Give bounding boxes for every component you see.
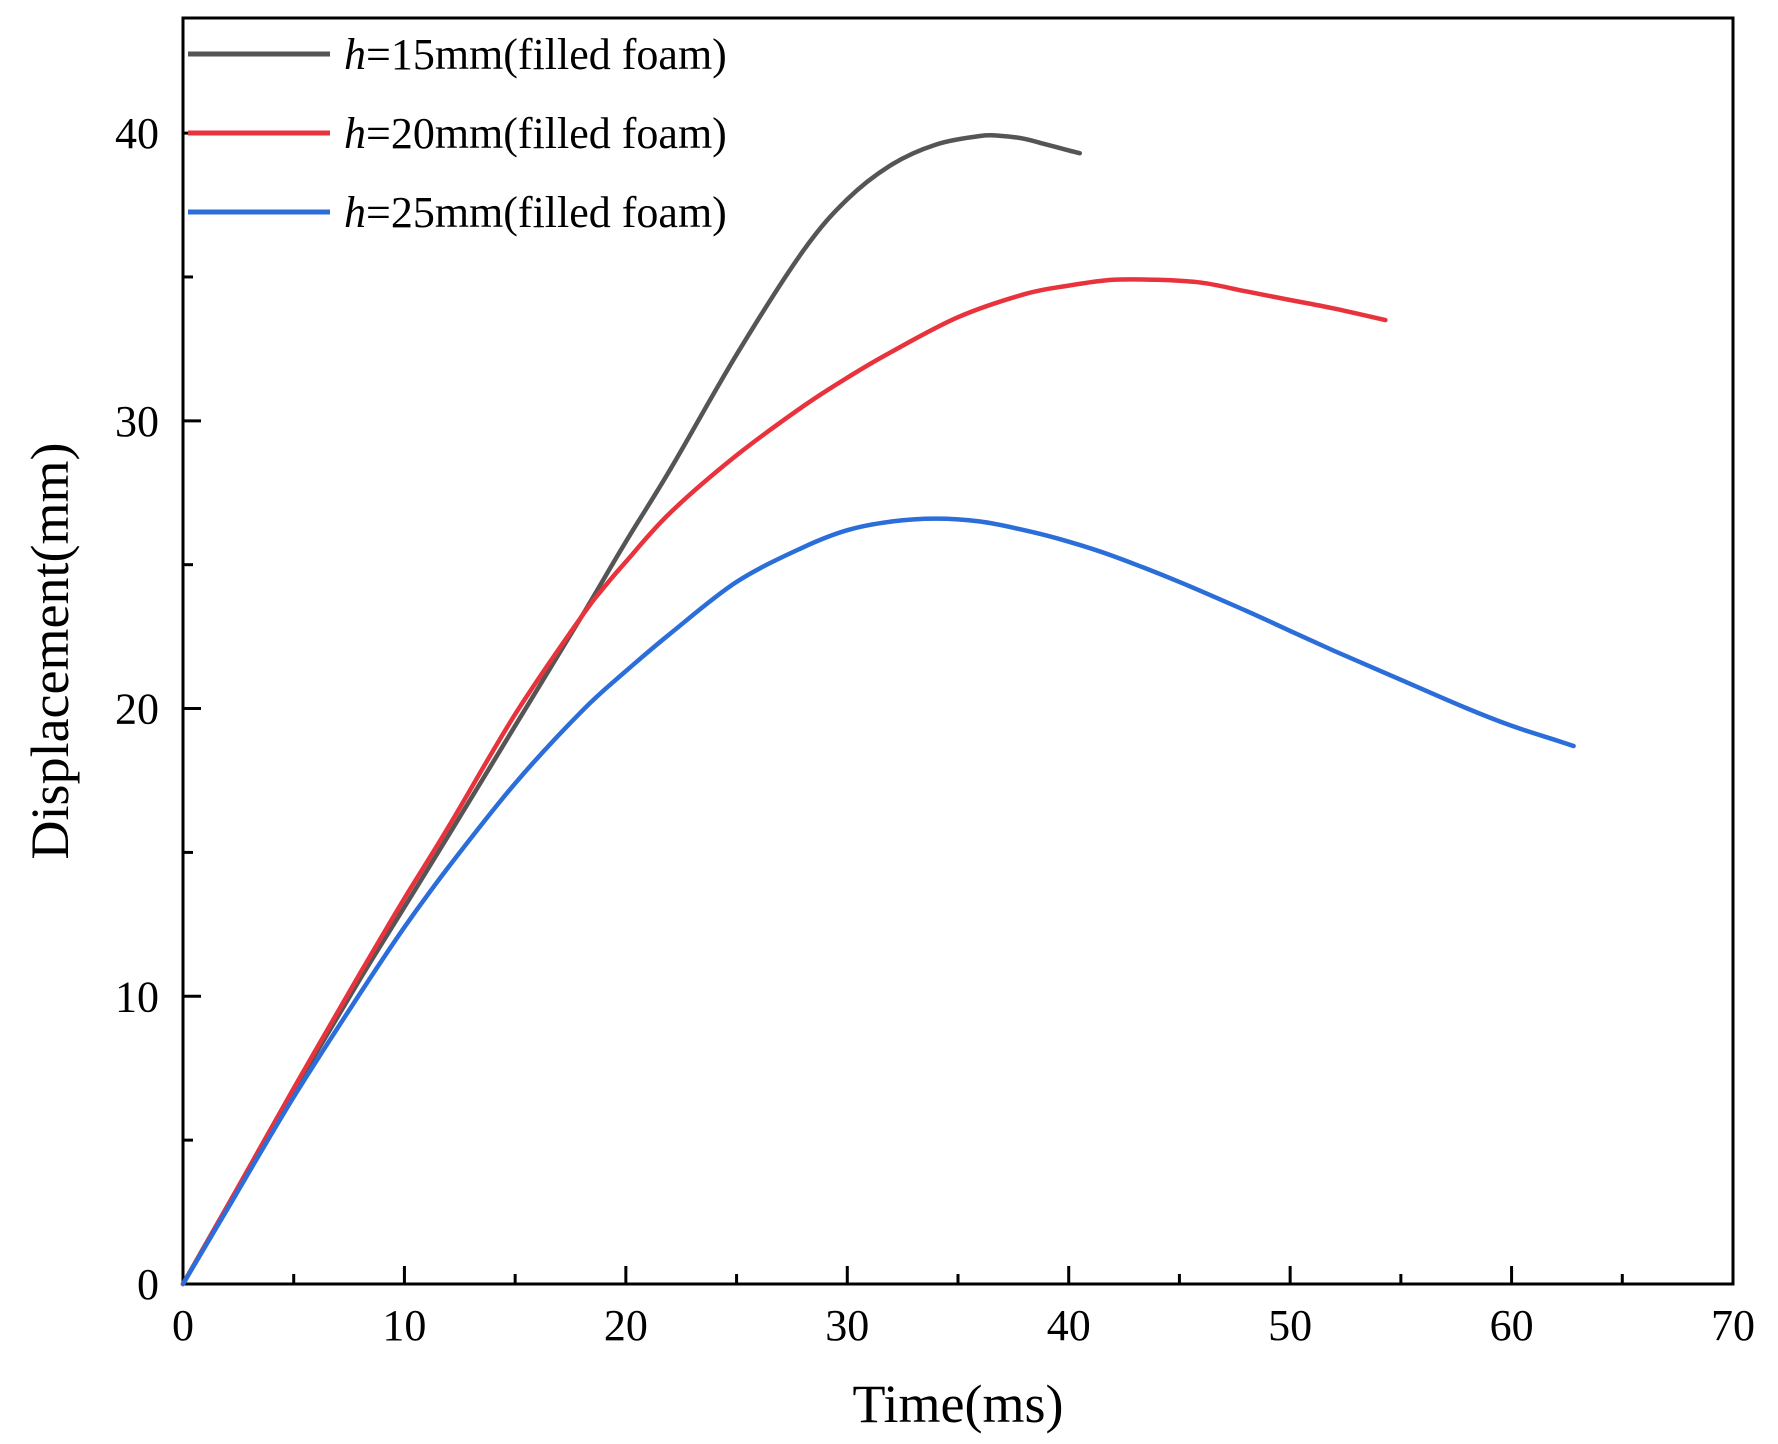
axis-tick-labels: 0 10 20 30 40 50 60 70 0 10 20 30 40 (115, 109, 1755, 1350)
series-lines (180, 132, 1576, 1287)
x-tick-label: 70 (1711, 1301, 1755, 1350)
y-axis-title: Displacement(mm) (20, 443, 80, 860)
y-tick-label: 0 (137, 1260, 159, 1309)
legend-label-1: h=15mm(filled foam) (344, 30, 727, 79)
series-line-3 (180, 516, 1576, 1287)
legend-label-value: =15mm(filled foam) (366, 30, 727, 79)
legend-label-variable: h (344, 30, 366, 79)
x-tick-label: 40 (1047, 1301, 1091, 1350)
legend-label-value: =25mm(filled foam) (366, 188, 727, 237)
plot-area-frame (181, 16, 1735, 1286)
x-tick-label: 30 (825, 1301, 869, 1350)
x-axis-title: Time(ms) (852, 1374, 1063, 1434)
legend-label-variable: h (344, 109, 366, 158)
legend-label-variable: h (344, 188, 366, 237)
axis-ticks (181, 131, 1735, 1286)
x-tick-label: 20 (604, 1301, 648, 1350)
y-tick-label: 40 (115, 109, 159, 158)
x-tick-label: 50 (1268, 1301, 1312, 1350)
series-line-1 (180, 132, 1083, 1287)
legend-label-value: =20mm(filled foam) (366, 109, 727, 158)
x-tick-label: 60 (1490, 1301, 1534, 1350)
legend-label-2: h=20mm(filled foam) (344, 109, 727, 158)
y-tick-label: 20 (115, 685, 159, 734)
x-tick-label: 10 (382, 1301, 426, 1350)
y-tick-label: 30 (115, 397, 159, 446)
legend: h=15mm(filled foam)h=20mm(filled foam)h=… (188, 30, 727, 237)
x-tick-label: 0 (172, 1301, 194, 1350)
legend-label-3: h=25mm(filled foam) (344, 188, 727, 237)
y-tick-label: 10 (115, 972, 159, 1021)
series-line-2 (180, 277, 1388, 1287)
